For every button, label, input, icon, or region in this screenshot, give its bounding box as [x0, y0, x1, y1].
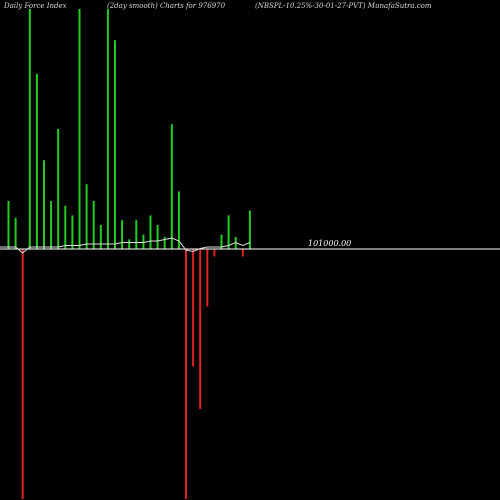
bar-7	[50, 201, 53, 249]
smooth-line	[0, 237, 251, 254]
bar-20	[142, 234, 145, 249]
bar-25	[177, 191, 180, 249]
bar-28	[199, 249, 202, 409]
bar-22	[156, 225, 159, 249]
bar-2	[14, 217, 17, 249]
chart-symbol: (NBSPL-10.25%-30-01-27-PVT) MunafaSutra.…	[255, 2, 432, 10]
bar-31	[220, 234, 223, 249]
bar-16	[114, 40, 116, 250]
bar-4	[28, 9, 31, 249]
reference-level-label: 101000.00	[308, 239, 351, 248]
bar-6	[43, 160, 45, 249]
bar-21	[149, 215, 152, 249]
bar-18	[128, 239, 131, 249]
bar-27	[192, 249, 195, 367]
bar-34	[241, 249, 244, 257]
bar-29	[206, 249, 209, 307]
chart-title: Daily Force Index	[3, 2, 67, 10]
bar-3	[21, 249, 24, 499]
bar-13	[92, 201, 95, 249]
bar-19	[135, 220, 138, 249]
bar-8	[57, 129, 60, 249]
bar-23	[163, 237, 166, 249]
bar-12	[85, 184, 88, 249]
chart-subtitle: (2day smooth) Charts for 976970	[107, 2, 226, 10]
bar-5	[35, 73, 38, 249]
bar-35	[248, 210, 251, 249]
bar-series	[7, 9, 251, 499]
bar-17	[121, 220, 124, 249]
bar-32	[227, 215, 230, 249]
bar-11	[78, 9, 81, 249]
bar-24	[170, 124, 173, 249]
bar-14	[99, 225, 102, 249]
bar-15	[106, 9, 109, 249]
bar-10	[71, 215, 74, 249]
bar-26	[185, 249, 187, 499]
bar-1	[7, 201, 10, 249]
bar-30	[213, 249, 216, 257]
bar-9	[64, 205, 67, 249]
